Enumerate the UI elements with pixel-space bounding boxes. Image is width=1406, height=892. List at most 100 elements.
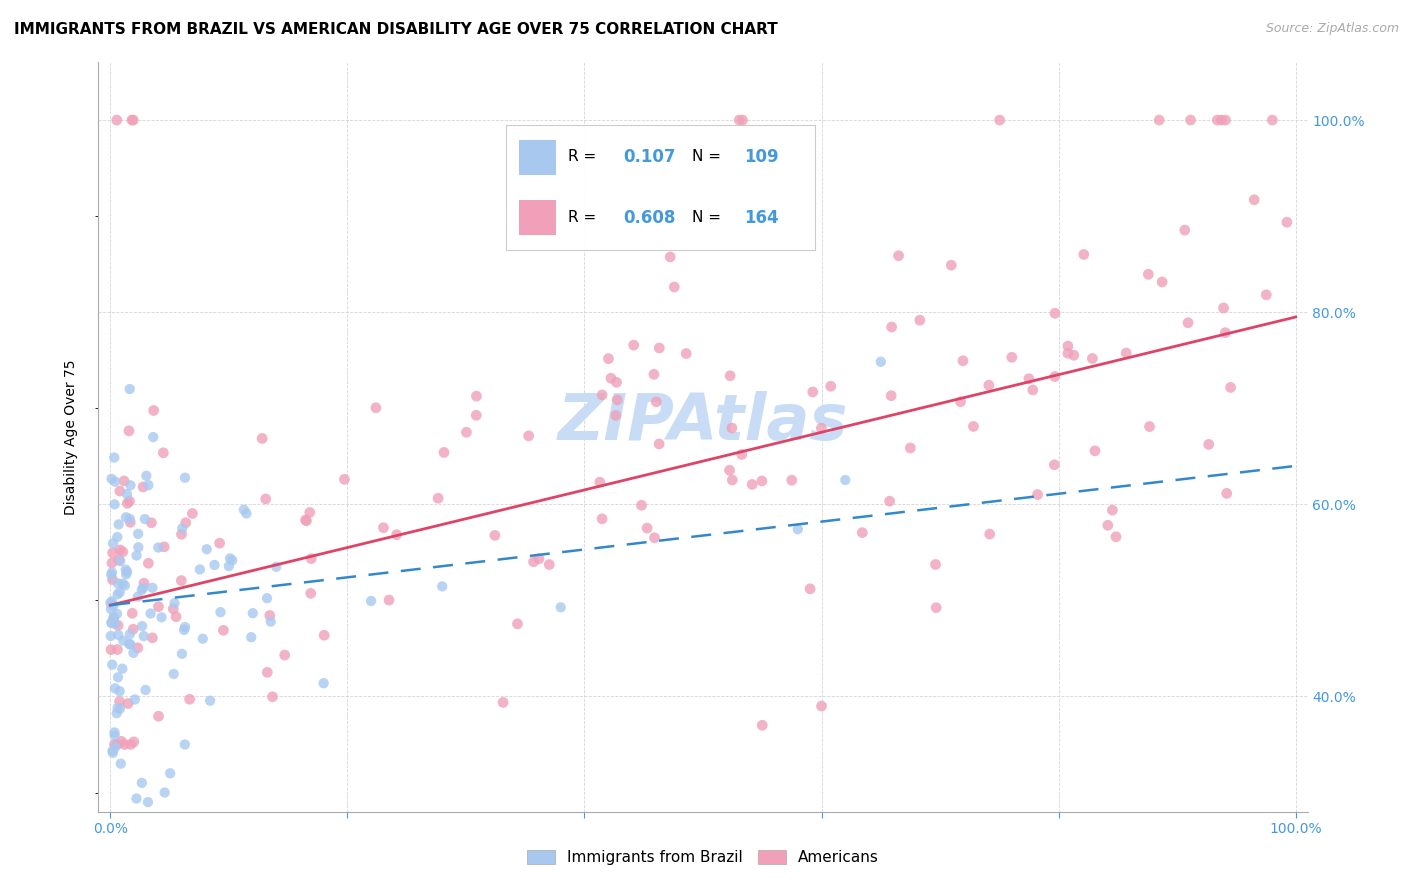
Point <box>273 648 295 662</box>
Point <box>108 701 131 715</box>
Point <box>121 607 143 621</box>
Point <box>314 628 336 642</box>
Point <box>219 551 242 566</box>
Point <box>799 582 821 596</box>
Point <box>198 694 221 708</box>
Point <box>122 113 145 128</box>
Point <box>108 585 131 599</box>
Point <box>138 478 160 492</box>
Point <box>108 684 131 698</box>
Point <box>721 473 744 487</box>
Point <box>127 640 149 655</box>
Point <box>131 582 153 597</box>
Point <box>527 551 550 566</box>
Point <box>378 593 401 607</box>
Point <box>484 528 506 542</box>
FancyBboxPatch shape <box>519 140 555 175</box>
Legend: Immigrants from Brazil, Americans: Immigrants from Brazil, Americans <box>522 844 884 871</box>
Point <box>125 549 148 563</box>
Point <box>135 682 157 697</box>
Point <box>138 556 160 570</box>
Point <box>153 540 176 554</box>
Point <box>153 785 176 799</box>
Point <box>104 475 127 489</box>
Point <box>869 355 891 369</box>
Point <box>110 756 132 771</box>
Point <box>256 665 278 680</box>
Point <box>1198 437 1220 451</box>
Point <box>1261 113 1284 128</box>
Point <box>107 670 129 684</box>
Point <box>100 642 122 657</box>
Point <box>127 526 149 541</box>
Point <box>538 558 561 572</box>
Point <box>135 468 157 483</box>
Point <box>118 424 141 438</box>
Point <box>1105 530 1128 544</box>
Point <box>1215 326 1237 340</box>
Point <box>191 632 214 646</box>
Point <box>103 611 125 625</box>
Point <box>100 629 122 643</box>
Point <box>108 484 131 499</box>
Point <box>801 384 824 399</box>
Point <box>100 615 122 630</box>
Point <box>898 441 921 455</box>
Point <box>122 622 145 636</box>
Point <box>174 471 197 485</box>
Point <box>718 368 741 383</box>
Point <box>235 507 257 521</box>
Point <box>107 517 129 532</box>
Point <box>150 610 173 624</box>
Point <box>780 473 803 487</box>
Point <box>741 477 763 491</box>
Point <box>103 725 125 739</box>
Point <box>1097 518 1119 533</box>
Point <box>118 512 141 526</box>
Point <box>728 113 751 128</box>
Point <box>148 709 170 723</box>
Point <box>105 642 128 657</box>
Point <box>810 421 832 435</box>
Point <box>1243 193 1265 207</box>
Point <box>142 403 165 417</box>
Point <box>117 697 139 711</box>
Point <box>908 313 931 327</box>
Point <box>851 525 873 540</box>
Point <box>107 587 129 601</box>
Point <box>114 578 136 592</box>
Point <box>152 446 174 460</box>
Point <box>718 463 741 477</box>
Point <box>104 681 127 696</box>
Point <box>101 616 124 631</box>
Point <box>294 513 316 527</box>
Point <box>118 494 141 508</box>
Point <box>1275 215 1298 229</box>
Point <box>132 576 155 591</box>
Point <box>105 706 128 721</box>
Point <box>132 629 155 643</box>
Point <box>664 280 686 294</box>
Point <box>114 563 136 577</box>
Text: IMMIGRANTS FROM BRAZIL VS AMERICAN DISABILITY AGE OVER 75 CORRELATION CHART: IMMIGRANTS FROM BRAZIL VS AMERICAN DISAB… <box>14 22 778 37</box>
Point <box>148 599 170 614</box>
Point <box>122 646 145 660</box>
Point <box>786 522 808 536</box>
Point <box>208 536 231 550</box>
Point <box>598 351 620 366</box>
Point <box>645 394 668 409</box>
Point <box>1057 346 1080 360</box>
Point <box>1152 275 1174 289</box>
Point <box>131 619 153 633</box>
Point <box>105 530 128 544</box>
Point <box>880 389 903 403</box>
Point <box>731 113 754 128</box>
Point <box>127 590 149 604</box>
Point <box>101 573 124 587</box>
Point <box>295 514 318 528</box>
Point <box>179 692 201 706</box>
Text: N =: N = <box>692 211 725 226</box>
Text: 0.608: 0.608 <box>624 209 676 227</box>
Point <box>1215 113 1237 128</box>
Point <box>256 591 278 606</box>
